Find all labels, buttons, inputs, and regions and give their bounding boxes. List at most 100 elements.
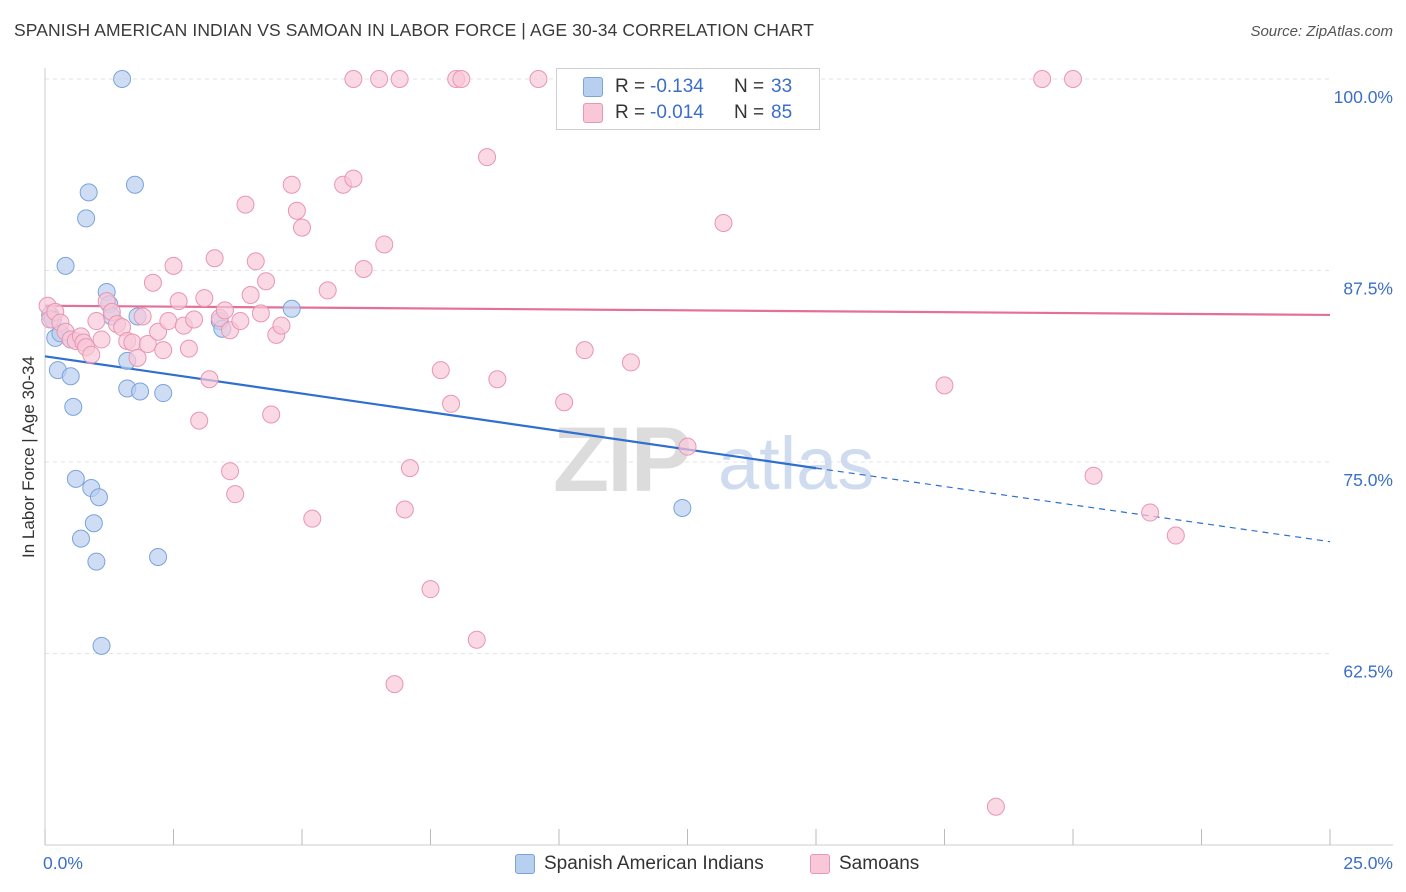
data-point-samoan	[370, 70, 389, 88]
stats-row-blue: R = -0.134 N = 33	[557, 74, 821, 100]
y-tick-label: 62.5%	[1343, 662, 1393, 682]
data-point-samoan	[421, 580, 440, 599]
stats-r-label: R =	[615, 76, 646, 97]
tick-label-layer: 100.0% 87.5% 75.0% 62.5% 0.0% 25.0%	[43, 87, 1393, 873]
stats-r-value: -0.134	[650, 76, 704, 97]
legend-label: Spanish American Indians	[544, 853, 764, 874]
data-point-samoan	[303, 509, 322, 528]
data-point-spanish-american-indian	[56, 256, 75, 275]
data-point-samoan	[92, 330, 111, 349]
data-point-samoan	[555, 393, 574, 412]
stats-n-value: 33	[771, 76, 793, 97]
chart-title: SPANISH AMERICAN INDIAN VS SAMOAN IN LAB…	[14, 20, 815, 40]
data-point-samoan	[431, 361, 450, 380]
data-point-samoan	[986, 797, 1005, 816]
data-point-samoan	[236, 195, 255, 214]
bottom-legend: Spanish American Indians Samoans	[0, 851, 1406, 877]
data-point-spanish-american-indian	[79, 183, 98, 202]
data-point-spanish-american-indian	[64, 397, 83, 416]
data-point-samoan	[179, 339, 198, 358]
data-point-spanish-american-indian	[77, 209, 96, 228]
data-point-samoan	[467, 630, 486, 649]
stats-swatch-blue	[583, 77, 603, 97]
data-point-samoan	[390, 70, 409, 88]
data-point-samoan	[138, 335, 157, 354]
watermark-zip: ZIP	[553, 409, 690, 511]
stats-n-label: N =	[734, 102, 765, 123]
trend-line-blue	[44, 355, 817, 470]
source-label: Source: ZipAtlas.com	[1250, 23, 1393, 40]
stats-r-label: R =	[615, 102, 646, 123]
data-point-samoan	[452, 70, 471, 88]
data-point-samoan	[1084, 466, 1103, 485]
y-tick-label: 100.0%	[1334, 87, 1393, 107]
legend-item-samoans[interactable]: Samoans	[810, 851, 919, 877]
data-point-samoan	[442, 394, 461, 413]
legend-item-spanish-american-indians[interactable]: Spanish American Indians	[515, 851, 764, 877]
data-point-spanish-american-indian	[66, 469, 85, 488]
data-point-samoan	[241, 286, 260, 305]
data-point-samoan	[344, 169, 363, 188]
y-axis-title: In Labor Force | Age 30-34	[19, 356, 38, 558]
data-point-samoan	[246, 252, 265, 271]
data-point-samoan	[200, 370, 219, 389]
data-point-samoan	[318, 281, 337, 300]
data-point-samoan	[195, 289, 214, 308]
data-point-spanish-american-indian	[113, 70, 132, 88]
data-point-samoan	[1166, 526, 1185, 545]
data-point-samoan	[287, 201, 306, 220]
data-point-spanish-american-indian	[92, 636, 111, 655]
data-point-samoan	[123, 333, 142, 352]
data-point-samoan	[529, 70, 548, 88]
trend-line-extension-blue	[815, 467, 1331, 543]
data-point-spanish-american-indian	[673, 498, 692, 517]
watermark-atlas: atlas	[718, 422, 874, 505]
data-point-samoan	[226, 485, 245, 504]
data-point-samoan	[272, 316, 291, 335]
data-point-samoan	[82, 345, 101, 364]
x-tick-label: 25.0%	[1343, 853, 1393, 873]
data-point-spanish-american-indian	[149, 547, 168, 566]
data-point-samoan	[282, 175, 301, 194]
data-point-samoan	[133, 307, 152, 326]
data-point-samoan	[215, 301, 234, 320]
data-point-samoan	[1141, 503, 1160, 522]
data-point-samoan	[385, 675, 404, 694]
legend-swatch-blue	[515, 854, 535, 874]
data-point-samoan	[395, 500, 414, 519]
stats-swatch-pink	[583, 103, 603, 123]
data-point-samoan	[344, 70, 363, 88]
grid-layer	[45, 78, 1330, 654]
data-point-spanish-american-indian	[71, 529, 90, 548]
data-point-samoan	[251, 304, 270, 323]
data-point-samoan	[262, 405, 281, 424]
data-point-samoan	[400, 459, 419, 478]
data-point-samoan	[1064, 70, 1082, 88]
data-point-spanish-american-indian	[131, 382, 150, 401]
data-point-samoan	[293, 218, 311, 237]
data-point-spanish-american-indian	[61, 367, 80, 386]
data-point-samoan	[231, 312, 250, 331]
data-point-spanish-american-indian	[87, 552, 106, 571]
stats-row-pink: R = -0.014 N = 85	[557, 100, 821, 126]
data-point-samoan	[621, 353, 640, 372]
y-tick-label: 87.5%	[1343, 279, 1393, 299]
points-layer	[38, 70, 1185, 816]
data-point-samoan	[221, 462, 240, 481]
data-point-samoan	[128, 348, 147, 367]
data-point-samoan	[354, 259, 373, 278]
watermark: ZIP atlas	[553, 409, 874, 511]
stats-legend-box: R = -0.134 N = 33 R = -0.014 N = 85	[556, 68, 820, 130]
data-point-samoan	[575, 341, 594, 360]
data-point-samoan	[478, 148, 497, 167]
data-point-samoan	[190, 411, 209, 430]
data-point-samoan	[488, 370, 507, 389]
data-point-samoan	[154, 341, 173, 360]
data-point-samoan	[143, 273, 162, 292]
legend-swatch-pink	[810, 854, 830, 874]
stats-r-value: -0.014	[650, 102, 704, 123]
stats-n-value: 85	[771, 102, 793, 123]
axis-layer	[44, 68, 1393, 846]
data-point-samoan	[257, 272, 276, 291]
